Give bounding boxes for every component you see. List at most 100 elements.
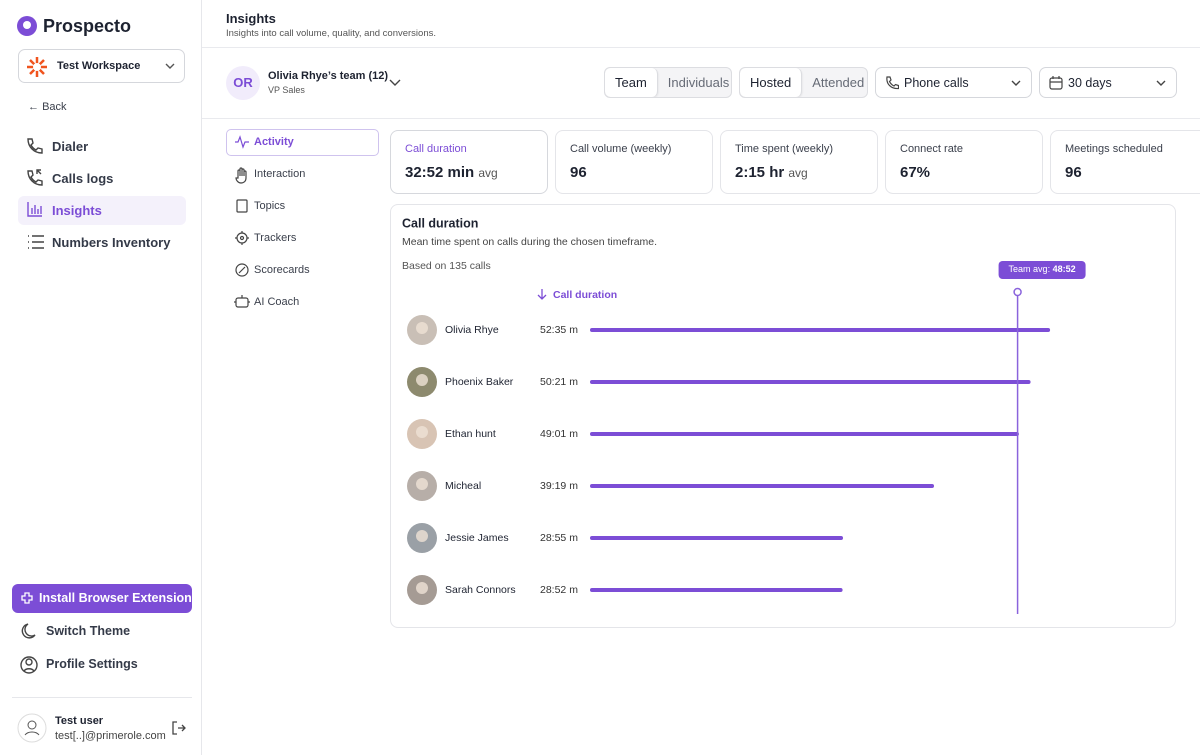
chart-row: Jessie James 28:55 m (407, 523, 844, 553)
metric-value: 32:52 min avg (405, 164, 498, 181)
metric-card: Time spent (weekly) 2:15 hr avg (720, 130, 878, 194)
back-link[interactable]: ← Back (28, 101, 67, 113)
divider (202, 118, 1200, 119)
user-email: test[..]@primerole.com (55, 730, 166, 742)
tab-icons (234, 135, 250, 308)
nav-active-bg (18, 196, 186, 225)
team-avatar: OR (226, 66, 260, 100)
average-value: 48:52 (1053, 264, 1076, 274)
avatar-face (416, 322, 428, 334)
metric-label: Connect rate (900, 143, 963, 155)
metric-cards: Call duration 32:52 min avg Call volume (w… (390, 0, 1200, 200)
chart-card: Call duration Mean time spent on calls d… (390, 204, 1176, 628)
install-button[interactable]: Install Browser Extension (12, 584, 192, 613)
logout-icon[interactable] (171, 720, 187, 736)
bar (590, 484, 935, 488)
team-role: VP Sales (268, 85, 305, 95)
divider (12, 697, 192, 698)
theme-toggle[interactable]: Switch Theme (46, 624, 131, 638)
sidebar: Prospecto Test Workspace ← Back Dialer C… (0, 0, 202, 755)
row-name: Phoenix Baker (445, 376, 514, 388)
chart-title: Call duration (402, 216, 478, 230)
tab-active-box (226, 129, 379, 156)
average-label: Team avg: 48:52 (1009, 264, 1076, 274)
tab[interactable]: Activity (254, 136, 294, 148)
row-name: Ethan hunt (445, 428, 496, 440)
logo (17, 16, 37, 36)
tab[interactable]: Interaction (254, 168, 306, 180)
nav-item[interactable]: Insights (52, 203, 102, 218)
metric-card: Call duration 32:52 min avg (390, 130, 548, 194)
workspace-name: Test Workspace (57, 60, 141, 72)
value-label: 52:35 m (540, 324, 578, 336)
chart-row: Olivia Rhye 52:35 m (407, 315, 1051, 345)
chart-note: Based on 135 calls (402, 260, 491, 272)
average-label-text: Team avg: (1009, 264, 1051, 274)
metric-value: 96 (570, 164, 587, 181)
nav-item[interactable]: Dialer (52, 139, 89, 154)
chart: Call duration Mean time spent on calls d… (402, 216, 1086, 614)
metric-label: Call volume (weekly) (570, 143, 672, 155)
metric-value: 96 (1065, 164, 1082, 181)
bar (590, 588, 843, 592)
metric-label: Meetings scheduled (1065, 143, 1163, 155)
nav-item[interactable]: Numbers Inventory (52, 235, 171, 250)
metric-card: Connect rate 67% (885, 130, 1043, 194)
tab[interactable]: AI Coach (254, 296, 300, 308)
range-value: 30 days (1068, 76, 1112, 90)
page-title: Insights (226, 11, 276, 26)
tab[interactable]: Topics (254, 200, 286, 212)
metric-number: 2:15 hr (735, 164, 785, 181)
chart-row: Phoenix Baker 50:21 m (407, 367, 1031, 397)
metric-number: 67% (900, 164, 931, 181)
avatar-face (416, 582, 428, 594)
toggle-option[interactable]: Attended (812, 75, 865, 90)
avatar-face (416, 530, 428, 542)
range-select[interactable]: 30 days (1039, 67, 1177, 98)
avatar-face (416, 478, 428, 490)
tab[interactable]: Scorecards (254, 264, 310, 276)
average-pill (998, 261, 1086, 279)
row-name: Micheal (445, 480, 481, 492)
user-name: Test user (55, 715, 104, 727)
toggle-option[interactable]: Team (605, 68, 658, 97)
nav-icons (27, 138, 44, 249)
toggle-option[interactable]: Hosted (740, 68, 803, 97)
row-name: Sarah Connors (445, 584, 516, 596)
metric-unit: avg (788, 166, 808, 180)
value-label: 49:01 m (540, 428, 578, 440)
toggle-option[interactable]: Individuals (667, 75, 730, 90)
bar (590, 536, 844, 540)
metric-number: 96 (1065, 164, 1082, 181)
sort-label[interactable]: Call duration (553, 289, 617, 301)
chart-row: Micheal 39:19 m (407, 471, 935, 501)
brand: Prospecto (43, 16, 132, 36)
workspace-select[interactable]: Test Workspace (18, 49, 185, 83)
bar (590, 328, 1051, 332)
profile-settings[interactable]: Profile Settings (46, 657, 138, 671)
channel-value: Phone calls (904, 76, 969, 90)
metric-label: Call duration (405, 143, 467, 155)
back-text: Back (42, 101, 67, 113)
metric-card: Call volume (weekly) 96 (555, 130, 713, 194)
tab[interactable]: Trackers (254, 232, 297, 244)
chart-subtitle: Mean time spent on calls during the chos… (402, 236, 657, 248)
bar (590, 380, 1031, 384)
metric-number: 96 (570, 164, 587, 181)
row-name: Jessie James (445, 532, 509, 544)
bar (590, 432, 1019, 436)
team-name[interactable]: Olivia Rhye’s team (12) (268, 70, 389, 82)
page-subtitle: Insights into call volume, quality, and … (226, 28, 436, 39)
value-label: 39:19 m (540, 480, 578, 492)
value-label: 50:21 m (540, 376, 578, 388)
chart-row: Sarah Connors 28:52 m (407, 575, 843, 605)
metric-card: Meetings scheduled 96 (1050, 130, 1200, 194)
channel-select[interactable]: Phone calls (875, 67, 1032, 98)
avatar-face (416, 426, 428, 438)
metric-value: 2:15 hr avg (735, 164, 808, 181)
avatar-face (416, 374, 428, 386)
divider (202, 47, 1200, 48)
row-name: Olivia Rhye (445, 324, 499, 336)
nav-item[interactable]: Calls logs (52, 171, 114, 186)
metric-value: 67% (900, 164, 930, 181)
